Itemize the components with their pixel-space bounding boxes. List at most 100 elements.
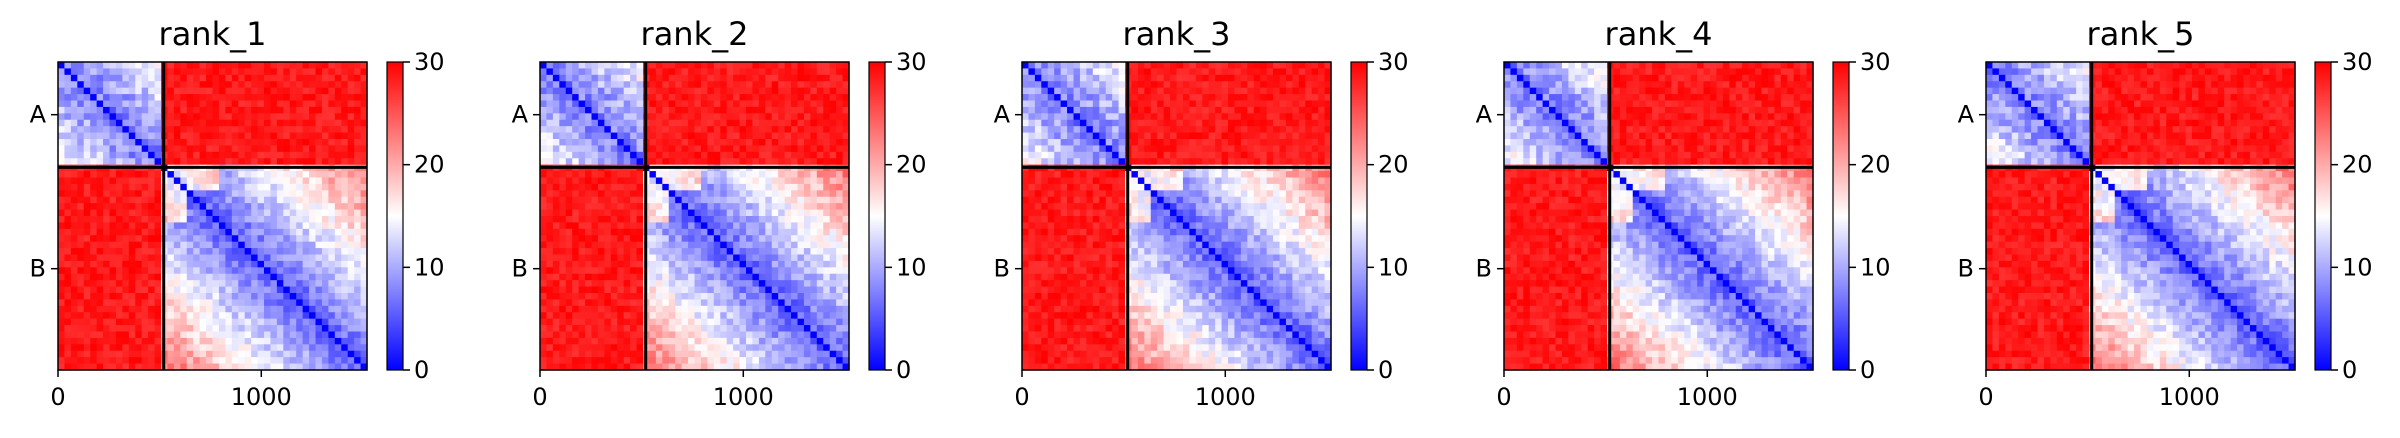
heatmap-cell xyxy=(829,113,837,121)
heatmap-cell xyxy=(771,81,779,89)
heatmap-cell xyxy=(797,267,805,275)
heatmap-cell xyxy=(668,100,676,108)
heatmap-cell xyxy=(829,87,837,95)
heatmap-cell xyxy=(122,94,130,102)
heatmap-cell xyxy=(694,209,702,217)
heatmap-cell xyxy=(713,331,721,339)
heatmap-cell xyxy=(296,305,304,313)
heatmap-cell xyxy=(238,106,246,114)
heatmap-cell xyxy=(360,293,368,301)
heatmap-cell xyxy=(675,106,683,114)
heatmap-cell xyxy=(231,139,239,147)
heatmap-cell xyxy=(636,132,644,140)
heatmap-cell xyxy=(206,209,214,217)
heatmap-cell xyxy=(212,68,220,76)
heatmap-cell xyxy=(655,94,663,102)
heatmap-cell xyxy=(70,305,78,313)
heatmap-cell xyxy=(623,350,631,358)
heatmap-cell xyxy=(1105,94,1113,102)
heatmap-cell xyxy=(264,139,272,147)
heatmap-cell xyxy=(746,363,754,371)
heatmap-cell xyxy=(630,183,638,191)
heatmap-cell xyxy=(746,254,754,262)
heatmap-cell xyxy=(64,305,72,313)
heatmap-cell xyxy=(668,190,676,198)
heatmap-cell xyxy=(70,350,78,358)
heatmap-cell xyxy=(816,132,824,140)
heatmap-cell xyxy=(206,267,214,275)
heatmap-cell xyxy=(128,293,136,301)
heatmap-cell xyxy=(771,87,779,95)
heatmap-cell xyxy=(96,158,104,166)
heatmap-cell xyxy=(283,228,291,236)
heatmap-cell xyxy=(90,158,98,166)
heatmap-cell xyxy=(264,248,272,256)
heatmap-cell xyxy=(270,248,278,256)
heatmap-cell xyxy=(707,228,715,236)
heatmap-cell xyxy=(347,132,355,140)
heatmap-cell xyxy=(90,81,98,89)
heatmap-cell xyxy=(752,132,760,140)
heatmap-cell xyxy=(1273,87,1281,95)
heatmap-cell xyxy=(347,325,355,333)
heatmap-cell xyxy=(96,100,104,108)
heatmap-cell xyxy=(803,344,811,352)
heatmap-cell xyxy=(193,81,201,89)
heatmap-cell xyxy=(96,280,104,288)
heatmap-cell xyxy=(309,190,317,198)
heatmap-cell xyxy=(578,337,586,345)
heatmap-cell xyxy=(636,331,644,339)
heatmap-cell xyxy=(302,145,310,153)
heatmap-cell xyxy=(238,286,246,294)
heatmap-cell xyxy=(257,350,265,358)
heatmap-cell xyxy=(231,100,239,108)
heatmap-cell xyxy=(623,312,631,320)
heatmap-cell xyxy=(771,318,779,326)
heatmap-cell xyxy=(778,87,786,95)
heatmap-cell xyxy=(636,183,644,191)
heatmap-cell xyxy=(1298,68,1306,76)
heatmap-cell xyxy=(173,94,181,102)
heatmap-cell xyxy=(193,171,201,179)
heatmap-cell xyxy=(309,273,317,281)
heatmap-cell xyxy=(135,190,143,198)
heatmap-cell xyxy=(623,318,631,326)
heatmap-cell xyxy=(733,318,741,326)
heatmap-cell xyxy=(231,280,239,288)
heatmap-cell xyxy=(578,74,586,82)
heatmap-cell xyxy=(681,216,689,224)
heatmap-cell xyxy=(836,267,844,275)
heatmap-cell xyxy=(135,145,143,153)
heatmap-cell xyxy=(823,151,831,159)
heatmap-cell xyxy=(154,183,162,191)
heatmap-cell xyxy=(791,312,799,320)
heatmap-cell xyxy=(244,190,252,198)
heatmap-cell xyxy=(289,183,297,191)
heatmap-cell xyxy=(270,325,278,333)
heatmap-cell xyxy=(778,350,786,358)
heatmap-cell xyxy=(173,228,181,236)
heatmap-cell xyxy=(610,254,618,262)
heatmap-cell xyxy=(623,132,631,140)
heatmap-cell xyxy=(617,196,625,204)
heatmap-cell xyxy=(167,106,175,114)
heatmap-cell xyxy=(1253,62,1261,70)
heatmap-cell xyxy=(836,325,844,333)
heatmap-cell xyxy=(115,305,123,313)
heatmap-cell xyxy=(565,196,573,204)
heatmap-cell xyxy=(231,331,239,339)
heatmap-cell xyxy=(109,293,117,301)
heatmap-cell xyxy=(251,196,259,204)
heatmap-cell xyxy=(700,235,708,243)
heatmap-cell xyxy=(655,119,663,127)
heatmap-cell xyxy=(328,158,336,166)
heatmap-cell xyxy=(842,363,850,371)
heatmap-cell xyxy=(341,209,349,217)
heatmap-cell xyxy=(103,337,111,345)
heatmap-cell xyxy=(823,81,831,89)
heatmap-cell xyxy=(617,145,625,153)
heatmap-cell xyxy=(96,241,104,249)
heatmap-cell xyxy=(1118,94,1126,102)
heatmap-cell xyxy=(225,248,233,256)
heatmap-cell xyxy=(778,318,786,326)
